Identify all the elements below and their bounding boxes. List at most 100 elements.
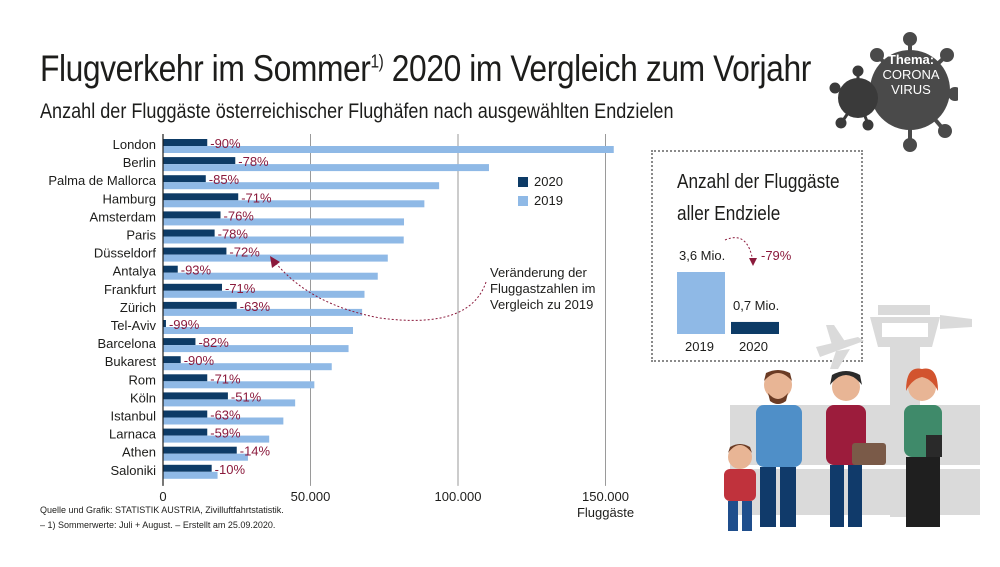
category-label: Düsseldorf	[94, 246, 157, 261]
summary-arrowhead	[749, 258, 757, 266]
bar-2020	[163, 446, 237, 454]
bar-2019	[163, 417, 284, 425]
annotation-arrowhead	[270, 256, 280, 268]
bar-2020	[163, 428, 208, 436]
change-label: -63%	[210, 408, 241, 423]
summary-year-2020: 2020	[739, 339, 768, 354]
child-figure-icon	[724, 444, 756, 531]
bar-2020	[163, 229, 215, 237]
change-label: -63%	[240, 299, 271, 314]
category-label: Köln	[130, 390, 156, 405]
legend-label-2020: 2020	[534, 174, 563, 189]
change-label: -72%	[229, 245, 260, 260]
x-tick-label: 50.000	[291, 489, 331, 504]
bar-2019	[163, 236, 404, 244]
annotation-arrow	[274, 261, 487, 321]
bar-2019	[163, 363, 332, 371]
source-line-2: – 1) Sommerwerte: Juli + August. – Erste…	[40, 520, 276, 530]
bar-2019	[163, 471, 218, 479]
bar-2020	[163, 175, 206, 183]
change-label: -78%	[238, 154, 269, 169]
bar-2020	[163, 320, 166, 327]
bar-2020	[163, 211, 221, 219]
category-label: Larnaca	[109, 427, 157, 442]
category-label: Palma de Mallorca	[48, 173, 156, 188]
airplane-icon	[816, 325, 864, 369]
summary-bar-2020	[731, 321, 779, 334]
source-note: Quelle und Grafik: STATISTIK AUSTRIA, Zi…	[40, 503, 284, 533]
bar-2019	[163, 290, 365, 298]
legend: 2020 2019	[518, 172, 563, 210]
change-label: -93%	[181, 263, 212, 278]
bar-2019	[163, 327, 353, 334]
summary-year-2019: 2019	[685, 339, 714, 354]
change-label: -90%	[184, 353, 215, 368]
change-label: -14%	[240, 444, 271, 459]
category-label: Istanbul	[110, 409, 156, 424]
woman-figure-icon	[904, 368, 942, 527]
summary-change: -79%	[761, 248, 792, 263]
x-axis-label: Fluggäste	[577, 505, 634, 520]
bar-2019	[163, 218, 405, 226]
badge-line-2: CORONA	[882, 67, 940, 82]
bar-2020	[163, 265, 178, 273]
bar-2019	[163, 435, 270, 443]
bar-2019	[163, 254, 388, 262]
summary-value-2020: 0,7 Mio.	[733, 298, 780, 313]
badge-line-3: VIRUS	[891, 82, 931, 97]
bag-icon	[926, 435, 942, 457]
bar-2019	[163, 164, 489, 172]
bar-2019	[163, 272, 378, 280]
bar-2019	[163, 308, 363, 316]
category-label: London	[113, 137, 156, 152]
bar-2020	[163, 356, 181, 364]
category-label: Hamburg	[103, 191, 156, 206]
virus-badge-text: Thema: CORONA VIRUS	[872, 52, 950, 97]
category-label: Antalya	[113, 264, 157, 279]
chart-subtitle: Anzahl der Fluggäste österreichischer Fl…	[40, 100, 674, 123]
bar-2020	[163, 410, 208, 418]
summary-bars	[677, 237, 779, 334]
summary-title-line-2: aller Endziele	[677, 203, 781, 225]
category-label: Bukarest	[105, 354, 157, 369]
change-label: -90%	[210, 136, 241, 151]
bar-2019	[163, 381, 315, 389]
summary-bar-2019	[677, 272, 725, 334]
change-label: -76%	[224, 208, 255, 223]
category-label: Amsterdam	[90, 209, 156, 224]
bar-2019	[163, 399, 296, 407]
bar-2020	[163, 374, 208, 382]
category-label: Frankfurt	[104, 282, 156, 297]
virus-badge-icon	[829, 32, 958, 152]
bar-2020	[163, 157, 236, 165]
bar-2019	[163, 345, 349, 353]
change-label: -82%	[198, 335, 229, 350]
category-label: Berlin	[123, 155, 156, 170]
category-label: Athen	[122, 445, 156, 460]
legend-item-2020: 2020	[518, 172, 563, 191]
bar-2020	[163, 464, 212, 472]
category-label: Paris	[126, 228, 156, 243]
airport-family-illustration	[724, 305, 980, 531]
change-label: -71%	[241, 190, 272, 205]
change-label: -71%	[225, 281, 256, 296]
bar-2019	[163, 200, 425, 208]
change-label: -85%	[209, 172, 240, 187]
legend-swatch-2019	[518, 195, 528, 206]
summary-title-line-1: Anzahl der Fluggäste	[677, 171, 840, 193]
change-label: -71%	[210, 371, 241, 386]
x-tick-label: 0	[159, 489, 166, 504]
bar-2019	[163, 146, 614, 153]
change-label: -51%	[231, 389, 262, 404]
change-annotation: Veränderung der Fluggastzahlen im Vergle…	[490, 265, 596, 312]
category-label: Rom	[129, 372, 156, 387]
legend-label-2019: 2019	[534, 193, 563, 208]
mother-figure-icon	[826, 371, 886, 527]
father-figure-icon	[756, 370, 802, 527]
change-label: -10%	[215, 462, 246, 477]
bar-2020	[163, 247, 227, 255]
x-tick-label: 100.000	[435, 489, 482, 504]
change-label: -78%	[218, 227, 249, 242]
summary-arrow	[724, 237, 754, 263]
